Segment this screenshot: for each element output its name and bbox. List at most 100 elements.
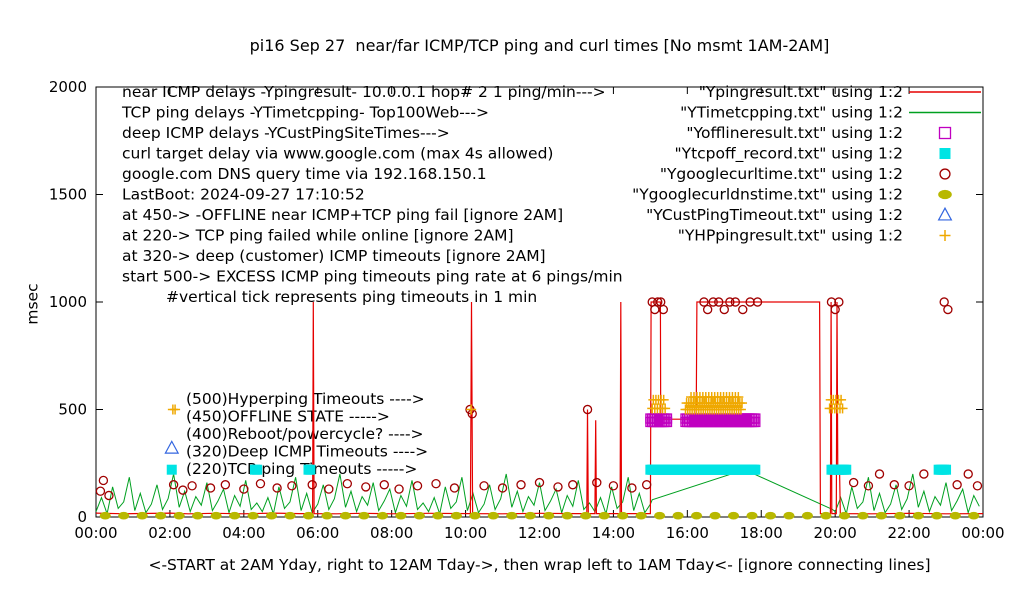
circle-marker xyxy=(449,483,460,493)
series-YHPpingresult.txt xyxy=(167,392,848,415)
circle-marker xyxy=(752,297,763,307)
filled-square-marker xyxy=(252,464,263,475)
circle-marker xyxy=(939,297,949,307)
circle-marker xyxy=(641,480,652,490)
circle-marker xyxy=(431,478,441,489)
filled-circle-marker xyxy=(654,511,666,520)
filled-circle-marker xyxy=(247,511,259,520)
legend-label: "YTimetcpping.txt" using 1:2 xyxy=(680,104,903,122)
series-Ypingresult.txt xyxy=(95,301,984,515)
y-tick-label: 1000 xyxy=(49,293,87,311)
note-line: curl target delay via www.google.com (ma… xyxy=(122,145,553,163)
circle-marker xyxy=(220,480,231,490)
filled-square-marker xyxy=(941,464,952,475)
filled-circle-marker xyxy=(136,511,148,520)
filled-circle-marker xyxy=(210,511,222,520)
note-line: at 220-> TCP ping failed while online [i… xyxy=(122,227,514,245)
circle-marker xyxy=(534,477,545,488)
filled-circle-marker xyxy=(155,511,167,520)
note-line: TCP ping delays -YTimetcpping- Top100Web… xyxy=(121,104,489,122)
circle-marker xyxy=(834,297,844,307)
circle-marker xyxy=(394,484,404,494)
filled-circle-marker xyxy=(395,511,407,520)
legend-item: "YCustPingTimeout.txt" using 1:2 xyxy=(646,206,953,224)
triangle-marker xyxy=(164,440,180,454)
x-tick-label: 18:00 xyxy=(740,524,783,542)
filled-circle-marker xyxy=(173,511,185,520)
filled-square-marker xyxy=(841,464,852,475)
legend-label: "Ypingresult.txt" using 1:2 xyxy=(699,83,903,101)
circle-marker xyxy=(653,297,663,307)
filled-circle-marker xyxy=(450,511,462,520)
filled-circle-marker xyxy=(284,511,296,520)
circle-marker xyxy=(963,469,973,479)
filled-circle-marker xyxy=(265,511,278,520)
filled-circle-marker xyxy=(968,511,980,520)
mid-note: (500)Hyperping Timeouts ----> xyxy=(186,390,425,408)
filled-circle-marker xyxy=(229,511,241,520)
square-marker xyxy=(750,413,761,424)
legend-label: "Ygooglecurldnstime.txt" using 1:2 xyxy=(632,186,903,204)
mid-note: (320)Deep ICMP Timeouts ----> xyxy=(186,443,428,461)
filled-circle-marker xyxy=(598,511,610,520)
y-tick-label: 2000 xyxy=(49,78,87,96)
circle-marker xyxy=(848,477,859,488)
filled-circle-marker xyxy=(746,511,758,520)
x-tick-label: 20:00 xyxy=(814,524,857,542)
filled-circle-marker xyxy=(617,511,629,520)
filled-circle-marker xyxy=(709,511,721,520)
legend-label: "Ytcpoff_record.txt" using 1:2 xyxy=(674,145,903,164)
circle-marker xyxy=(324,484,334,494)
filled-square-marker xyxy=(939,148,951,159)
x-tick-label: 12:00 xyxy=(518,524,561,542)
y-tick-label: 1500 xyxy=(49,186,87,204)
circle-marker xyxy=(239,484,249,494)
circle-marker xyxy=(830,304,840,315)
circle-marker xyxy=(904,481,914,491)
circle-marker xyxy=(863,481,874,491)
filled-circle-marker xyxy=(339,511,352,520)
filled-circle-marker xyxy=(524,511,536,520)
series-line xyxy=(95,469,980,516)
circle-marker xyxy=(361,482,371,492)
x-tick-label: 22:00 xyxy=(887,524,930,542)
circle-marker xyxy=(719,304,729,315)
filled-circle-marker xyxy=(727,511,740,520)
series-Ygooglecurldnstime.txt xyxy=(99,511,980,520)
circle-marker xyxy=(307,480,317,490)
legend-item: "Ytcpoff_record.txt" using 1:2 xyxy=(674,145,951,164)
series-Yofflineresult.txt xyxy=(645,413,761,428)
circle-marker xyxy=(889,480,900,490)
series-Ytcpoff_record.txt xyxy=(166,464,952,475)
axes: 00:00 02:00 04:00 06:00 08:00 10:00 12:00 14:00… xyxy=(49,78,1005,542)
filled-circle-marker xyxy=(635,511,647,520)
circle-marker xyxy=(592,477,602,488)
circle-marker xyxy=(608,481,619,491)
filled-circle-marker xyxy=(469,511,481,520)
filled-circle-marker xyxy=(413,511,425,520)
circle-marker xyxy=(952,480,962,490)
annotations: near ICMP delays -Ypingresult- 10.0.0.1 … xyxy=(121,83,623,478)
legend-item: "Ygooglecurltime.txt" using 1:2 xyxy=(660,165,951,183)
circle-marker xyxy=(725,297,735,307)
series-line xyxy=(95,301,984,515)
legend: "Ypingresult.txt" using 1:2 "YTimetcpping… xyxy=(632,83,981,245)
note-line: at 450-> -OFFLINE near ICMP+TCP ping fai… xyxy=(122,206,563,224)
filled-circle-marker xyxy=(376,511,389,520)
x-tick-label: 08:00 xyxy=(370,524,413,542)
legend-item: "YHPpingresult.txt" using 1:2 xyxy=(678,227,951,245)
chart-title: pi16 Sep 27 near/far ICMP/TCP ping and c… xyxy=(249,36,830,55)
x-tick-label: 04:00 xyxy=(222,524,265,542)
filled-circle-marker xyxy=(820,511,832,520)
circle-marker xyxy=(187,481,197,491)
filled-square-marker xyxy=(750,464,761,475)
filled-circle-marker xyxy=(580,511,592,520)
note-line: at 320-> deep (customer) ICMP timeouts [… xyxy=(122,247,546,265)
circle-marker xyxy=(919,469,929,479)
circle-marker xyxy=(582,404,593,415)
circle-marker xyxy=(255,478,266,489)
filled-circle-marker xyxy=(764,511,777,520)
note-line: LastBoot: 2024-09-27 17:10:52 xyxy=(122,186,365,204)
mid-note: (220)TCP ping Timeouts -----> xyxy=(186,460,417,478)
